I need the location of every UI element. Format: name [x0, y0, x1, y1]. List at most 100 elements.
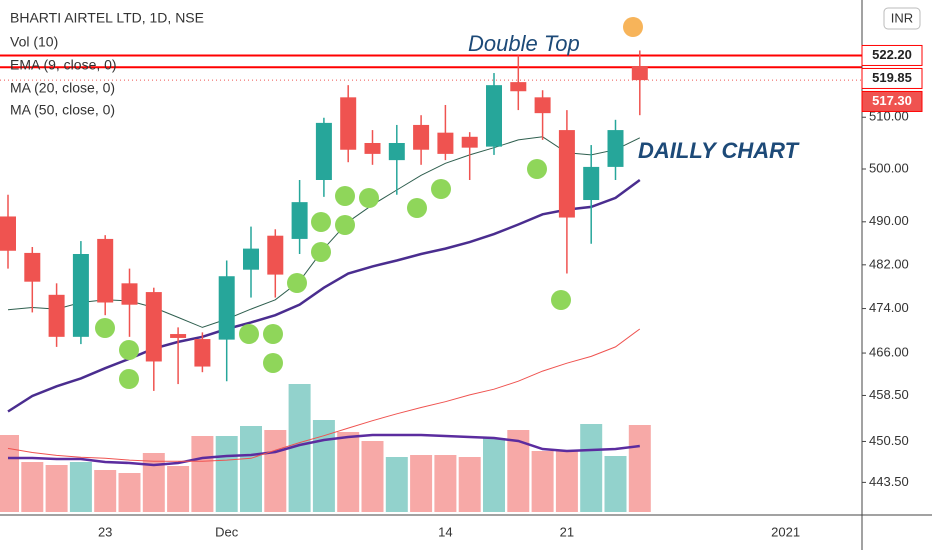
y-tick-label: 500.00 [869, 160, 909, 175]
volume-bar [167, 466, 190, 512]
marker-dot [359, 188, 379, 208]
candle-body [97, 238, 114, 303]
legend-entry: EMA (9, close, 0) [10, 57, 117, 73]
y-tick-label: 466.00 [869, 344, 909, 359]
volume-bar [385, 457, 408, 512]
candle-body [510, 82, 527, 92]
marker-dot [431, 179, 451, 199]
volume-bar [142, 453, 165, 512]
drawings [95, 17, 643, 389]
candle-body [413, 124, 430, 150]
marker-dot [239, 324, 259, 344]
candle-body [243, 248, 259, 270]
y-tick-label: 458.50 [869, 387, 909, 402]
annotation: Double Top [468, 31, 580, 56]
volume-bar [94, 470, 117, 512]
x-tick-label: 14 [438, 524, 452, 539]
candle-body [218, 276, 235, 340]
volume-bar [507, 430, 530, 512]
marker-dot [623, 17, 643, 37]
price-tag [861, 90, 923, 112]
marker-dot [95, 318, 115, 338]
candle-body [267, 235, 284, 275]
candle-body [607, 130, 624, 167]
marker-dot [335, 186, 355, 206]
marker-dot [335, 215, 355, 235]
volume-bar [0, 435, 19, 512]
volume-bar [604, 456, 627, 512]
candle-body [437, 132, 454, 154]
marker-dot [287, 273, 307, 293]
marker-dot [263, 353, 283, 373]
marker-dot [119, 340, 139, 360]
annotation: DAILLY CHART [638, 138, 800, 163]
volume-bar [628, 425, 651, 512]
candle-body [534, 97, 551, 114]
x-tick-label: Dec [215, 524, 239, 539]
candle-body [0, 216, 16, 251]
volume-bar [410, 455, 433, 512]
candle-body [121, 283, 138, 305]
marker-dot [551, 290, 571, 310]
candle-body [388, 142, 405, 161]
y-tick-label: 490.00 [869, 213, 909, 228]
volume-bar [191, 436, 214, 512]
volume-bar [240, 426, 262, 512]
volume-bar [264, 430, 287, 512]
candle-body [315, 122, 332, 180]
volume-ma-line [8, 433, 640, 467]
volume-bar [288, 384, 311, 512]
volume-bar [361, 441, 384, 512]
price-tag-label: 517.30 [872, 93, 912, 108]
volume-bar [434, 455, 457, 512]
marker-dot [407, 198, 427, 218]
volume-bar [21, 462, 44, 512]
volume-bar [531, 451, 554, 512]
candle-body [461, 136, 478, 148]
volume-bar [69, 462, 92, 512]
candle-body [583, 166, 600, 201]
volume-bar [458, 457, 481, 512]
y-tick-label: 450.50 [869, 433, 909, 448]
x-tick-label: 21 [560, 524, 574, 539]
marker-dot [311, 212, 331, 232]
price-tag-label: 522.20 [872, 47, 912, 62]
price-tag [861, 44, 923, 66]
volume-bar [337, 432, 360, 512]
price-tag [861, 67, 923, 89]
volume-bar [580, 424, 603, 512]
candle-body [170, 334, 187, 338]
y-tick-label: 482.00 [869, 256, 909, 271]
candle-body [72, 253, 89, 337]
legend-entry: MA (50, close, 0) [10, 102, 115, 118]
candle-body [145, 292, 162, 362]
candle-body [340, 97, 357, 150]
marker-dot [263, 324, 283, 344]
y-tick-label: 510.00 [869, 109, 909, 124]
marker-dot [119, 369, 139, 389]
candle-body [364, 142, 381, 154]
candle-body [631, 65, 648, 81]
volume-bar [483, 438, 505, 512]
currency-button[interactable] [883, 7, 921, 30]
volume-bar [118, 473, 141, 512]
y-tick-label: 443.50 [869, 474, 909, 489]
indicator-line [7, 178, 641, 413]
candle-body [486, 85, 502, 147]
plot [0, 50, 862, 512]
price-tag-label: 519.85 [872, 70, 912, 85]
volume-bar [312, 420, 335, 512]
volume-bar [215, 436, 238, 512]
legend-entry: MA (20, close, 0) [10, 80, 115, 96]
indicator-line [7, 328, 641, 462]
x-tick-label: 2021 [771, 524, 800, 539]
currency-label[interactable]: INR [891, 10, 913, 25]
volume-bar [555, 450, 578, 512]
x-tick-label: 23 [98, 524, 112, 539]
candle-body [48, 294, 65, 337]
volume-bar [45, 465, 68, 512]
legend-entry: Vol (10) [10, 34, 58, 50]
candle-body [24, 252, 41, 282]
chart-title: BHARTI AIRTEL LTD, 1D, NSE [10, 10, 204, 26]
